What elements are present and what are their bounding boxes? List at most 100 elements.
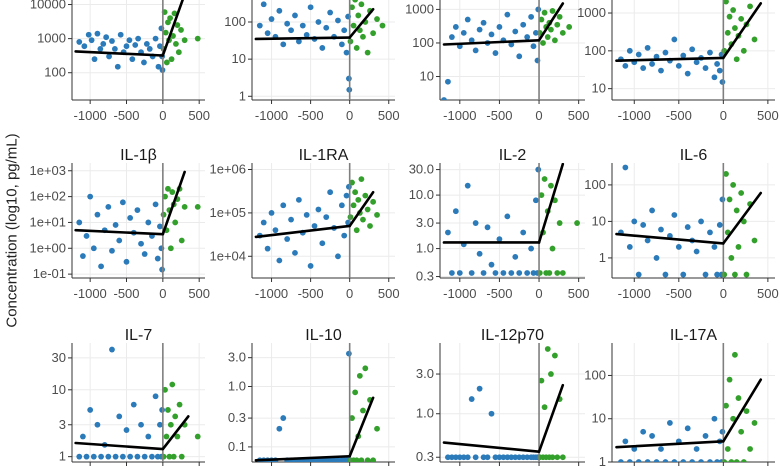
x-tick-label: -1000	[255, 108, 288, 123]
point-after	[358, 176, 365, 183]
panel-2: 10 100 1000 -1000 -500 0 500	[405, 0, 590, 123]
fit-line-after	[161, 170, 186, 236]
point-after	[374, 16, 380, 22]
point-before	[532, 197, 539, 204]
point-before	[100, 41, 107, 47]
point-before	[520, 21, 527, 28]
point-before	[698, 459, 704, 462]
point-before	[288, 27, 294, 34]
point-before	[109, 247, 115, 254]
point-before	[307, 4, 314, 11]
point-before	[500, 454, 507, 461]
point-before	[319, 240, 326, 247]
point-before	[152, 35, 159, 42]
point-before	[476, 250, 483, 257]
y-tick-label: 1e+03	[29, 163, 66, 178]
point-before	[516, 53, 523, 60]
panel-5: 1e+04 1e+05 1e+06 -1000 -500 0 500 IL-1RA	[209, 147, 399, 301]
point-after	[721, 271, 728, 278]
point-after	[173, 41, 179, 47]
point-after	[163, 59, 170, 66]
point-before	[149, 453, 155, 460]
point-after	[364, 206, 371, 213]
fit-line-after	[161, 415, 190, 451]
plot-area	[615, 343, 763, 462]
x-tick-label: 0	[346, 108, 353, 123]
point-after	[726, 376, 733, 383]
point-before	[143, 41, 150, 47]
point-before	[504, 454, 511, 461]
point-before	[496, 454, 503, 461]
point-before	[445, 454, 451, 461]
fit-line-before	[74, 228, 165, 236]
point-before	[445, 229, 451, 236]
y-tick-label: 100	[224, 14, 246, 29]
point-before	[671, 459, 678, 462]
plot-area	[442, 343, 566, 462]
x-tick-label: -500	[666, 286, 692, 301]
point-before	[468, 396, 475, 402]
point-after	[352, 0, 359, 3]
panel-6: 0.3 1.0 3.0 10.0 30.0 -1000 -500 0 500 IL-2	[409, 147, 590, 301]
point-before	[622, 438, 629, 445]
point-before	[123, 427, 130, 433]
point-before	[284, 236, 291, 242]
point-before	[492, 50, 499, 56]
point-before	[719, 196, 726, 203]
point-before	[707, 229, 713, 236]
point-before	[662, 49, 669, 56]
fit-line-before	[615, 232, 725, 245]
point-after	[735, 395, 742, 401]
point-after	[538, 377, 545, 384]
grid	[72, 0, 205, 100]
x-tick-label: 0	[720, 286, 727, 301]
y-tick-label: 3	[59, 417, 66, 432]
point-before	[512, 28, 519, 35]
fit-line-after	[537, 163, 565, 244]
point-before	[675, 244, 682, 250]
x-tick-label: -1000	[618, 108, 651, 123]
point-before	[618, 459, 624, 462]
point-before	[152, 393, 159, 400]
point-before	[116, 413, 123, 420]
y-tick-label: 0.3	[416, 449, 434, 464]
point-before	[504, 213, 511, 220]
point-before	[448, 34, 455, 40]
point-after	[740, 218, 747, 225]
point-after	[353, 227, 360, 234]
y-tick-label: 3.0	[228, 350, 246, 365]
point-before	[284, 20, 291, 27]
point-after	[728, 255, 735, 261]
point-before	[658, 446, 664, 452]
panel-title: IL-17A	[670, 327, 717, 344]
point-before	[649, 207, 655, 214]
point-before	[680, 459, 687, 462]
point-after	[751, 420, 758, 426]
point-before	[260, 219, 267, 226]
point-before	[488, 261, 495, 268]
point-before	[295, 38, 302, 45]
point-before	[508, 41, 515, 48]
fit-line-before	[254, 224, 351, 239]
y-axis-title: Concentration (log10, pg/mL)	[3, 133, 21, 328]
point-before	[303, 31, 310, 38]
point-before	[341, 232, 348, 239]
point-before	[622, 62, 629, 69]
point-before	[338, 41, 345, 48]
point-before	[105, 203, 112, 210]
point-before	[484, 454, 491, 461]
point-before	[152, 201, 159, 208]
point-before	[81, 43, 88, 50]
point-before	[508, 270, 515, 276]
point-after	[740, 459, 747, 462]
point-before	[671, 212, 678, 218]
panel-7: 1 10 100 -1000 -500 0 500 IL-6	[584, 147, 778, 301]
x-tick-label: 500	[188, 108, 210, 123]
point-after	[362, 365, 369, 372]
point-before	[460, 29, 467, 36]
point-after	[735, 244, 742, 250]
point-before	[341, 27, 348, 34]
y-tick-label: 1.0	[416, 241, 434, 256]
point-after	[551, 352, 558, 359]
point-before	[640, 222, 647, 228]
